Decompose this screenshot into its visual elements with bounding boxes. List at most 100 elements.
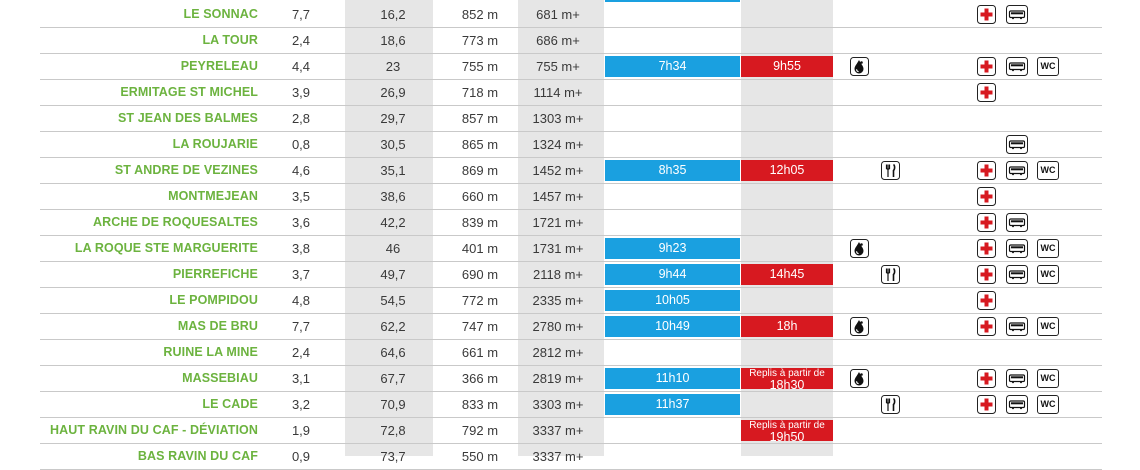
estimated-time-bar: 11h37 xyxy=(605,394,740,415)
shuttle-bus-icon xyxy=(1006,213,1028,232)
cumulative-distance: 35,1 xyxy=(380,163,406,178)
shuttle-bus-icon xyxy=(1006,57,1028,76)
table-row: ARCHE DE ROQUESALTES 3,6 42,2 839 m 1721 m+ xyxy=(40,210,1102,236)
checkpoint-name: ST JEAN DES BALMES xyxy=(117,111,258,125)
table-row: MONTMEJEAN 3,5 38,6 660 m 1457 m+ xyxy=(40,184,1102,210)
water-drop-icon xyxy=(850,317,869,336)
first-aid-cross-icon xyxy=(977,187,996,206)
cumulative-column-shade xyxy=(345,0,433,456)
shuttle-bus-icon xyxy=(1006,239,1028,258)
segment-distance: 7,7 xyxy=(291,7,311,22)
first-aid-cross-icon xyxy=(977,239,996,258)
altitude: 550 m xyxy=(461,449,499,464)
estimated-time-bar: 7h34 xyxy=(605,56,740,77)
cumulative-distance: 23 xyxy=(385,59,401,74)
cutoff-time-bar: 14h45 xyxy=(741,264,833,285)
checkpoint-name: BAS RAVIN DU CAF xyxy=(137,449,258,463)
checkpoint-name: MAS DE BRU xyxy=(177,319,258,333)
fallback-note: Replis à partir de xyxy=(749,420,825,431)
segment-distance: 4,4 xyxy=(291,59,311,74)
first-aid-cross-icon xyxy=(977,83,996,102)
cumulative-distance: 62,2 xyxy=(380,319,406,334)
segment-distance: 3,5 xyxy=(291,189,311,204)
wc-icon: WC xyxy=(1037,161,1059,180)
altitude: 690 m xyxy=(461,267,499,282)
segment-distance: 0,9 xyxy=(291,449,311,464)
checkpoint-name: LA TOUR xyxy=(202,33,258,47)
elevation-gain: 1721 m+ xyxy=(532,215,584,230)
shuttle-bus-icon xyxy=(1006,161,1028,180)
altitude: 833 m xyxy=(461,397,499,412)
segment-distance: 2,8 xyxy=(291,111,311,126)
estimated-time-bar: 9h23 xyxy=(605,238,740,259)
elevation-gain-column-shade xyxy=(518,0,604,456)
elevation-gain: 1457 m+ xyxy=(532,189,584,204)
table-row: ERMITAGE ST MICHEL 3,9 26,9 718 m 1114 m+ xyxy=(40,80,1102,106)
table-row: PIERREFICHE 3,7 49,7 690 m 2118 m+ 9h44 14h45 W… xyxy=(40,262,1102,288)
elevation-gain: 3303 m+ xyxy=(532,397,584,412)
first-aid-cross-icon xyxy=(977,5,996,24)
wc-icon: WC xyxy=(1037,395,1059,414)
altitude: 865 m xyxy=(461,137,499,152)
segment-distance: 2,4 xyxy=(291,33,311,48)
first-aid-cross-icon xyxy=(977,57,996,76)
segment-distance: 3,2 xyxy=(291,397,311,412)
cutoff-time-bar: 9h55 xyxy=(741,56,833,77)
segment-distance: 7,7 xyxy=(291,319,311,334)
checkpoint-name: ERMITAGE ST MICHEL xyxy=(120,85,258,99)
cumulative-distance: 26,9 xyxy=(380,85,406,100)
table-row: LA ROUJARIE 0,8 30,5 865 m 1324 m+ xyxy=(40,132,1102,158)
cumulative-distance: 72,8 xyxy=(380,423,406,438)
wc-icon: WC xyxy=(1037,369,1059,388)
altitude: 661 m xyxy=(461,345,499,360)
segment-distance: 3,1 xyxy=(291,371,311,386)
checkpoint-name: ST ANDRE DE VEZINES xyxy=(114,163,258,177)
cumulative-distance: 38,6 xyxy=(380,189,406,204)
elevation-gain: 681 m+ xyxy=(536,7,580,22)
table-row: ST JEAN DES BALMES 2,8 29,7 857 m 1303 m+ xyxy=(40,106,1102,132)
altitude: 755 m xyxy=(461,59,499,74)
shuttle-bus-icon xyxy=(1006,369,1028,388)
elevation-gain: 2780 m+ xyxy=(532,319,584,334)
cumulative-distance: 18,6 xyxy=(380,33,406,48)
checkpoint-name: RUINE LA MINE xyxy=(163,345,258,359)
cumulative-distance: 54,5 xyxy=(380,293,406,308)
checkpoint-name: MONTMEJEAN xyxy=(168,189,258,203)
shuttle-bus-icon xyxy=(1006,265,1028,284)
estimated-time-bar: 11h10 xyxy=(605,368,740,389)
shuttle-bus-icon xyxy=(1006,5,1028,24)
elevation-gain: 1303 m+ xyxy=(532,111,584,126)
first-aid-cross-icon xyxy=(977,213,996,232)
checkpoint-name: LE CADE xyxy=(202,397,258,411)
altitude: 660 m xyxy=(461,189,499,204)
table-row: LE CADE 3,2 70,9 833 m 3303 m+ 11h37 WC xyxy=(40,392,1102,418)
estimated-time-bar: 10h49 xyxy=(605,316,740,337)
previous-row-blue-edge xyxy=(605,0,740,2)
checkpoint-name: MASSEBIAU xyxy=(182,371,258,385)
first-aid-cross-icon xyxy=(977,317,996,336)
shuttle-bus-icon xyxy=(1006,317,1028,336)
wc-icon: WC xyxy=(1037,265,1059,284)
cumulative-distance: 70,9 xyxy=(380,397,406,412)
checkpoint-name: LA ROQUE STE MARGUERITE xyxy=(74,241,258,255)
table-row: MAS DE BRU 7,7 62,2 747 m 2780 m+ 10h49 18h WC xyxy=(40,314,1102,340)
altitude: 857 m xyxy=(461,111,499,126)
checkpoint-name: LA ROUJARIE xyxy=(172,137,258,151)
cumulative-distance: 46 xyxy=(385,241,401,256)
shuttle-bus-icon xyxy=(1006,135,1028,154)
elevation-gain: 1731 m+ xyxy=(532,241,584,256)
cumulative-distance: 64,6 xyxy=(380,345,406,360)
altitude: 792 m xyxy=(461,423,499,438)
first-aid-cross-icon xyxy=(977,369,996,388)
table-row: RUINE LA MINE 2,4 64,6 661 m 2812 m+ xyxy=(40,340,1102,366)
table-row: ST ANDRE DE VEZINES 4,6 35,1 869 m 1452 m+ 8h… xyxy=(40,158,1102,184)
table-row: LE SONNAC 7,7 16,2 852 m 681 m+ xyxy=(40,2,1102,28)
altitude: 747 m xyxy=(461,319,499,334)
cutoff-time-bar: 12h05 xyxy=(741,160,833,181)
elevation-gain: 686 m+ xyxy=(536,33,580,48)
estimated-time-bar: 10h05 xyxy=(605,290,740,311)
altitude: 852 m xyxy=(461,7,499,22)
elevation-gain: 1324 m+ xyxy=(532,137,584,152)
shuttle-bus-icon xyxy=(1006,395,1028,414)
water-drop-icon xyxy=(850,369,869,388)
